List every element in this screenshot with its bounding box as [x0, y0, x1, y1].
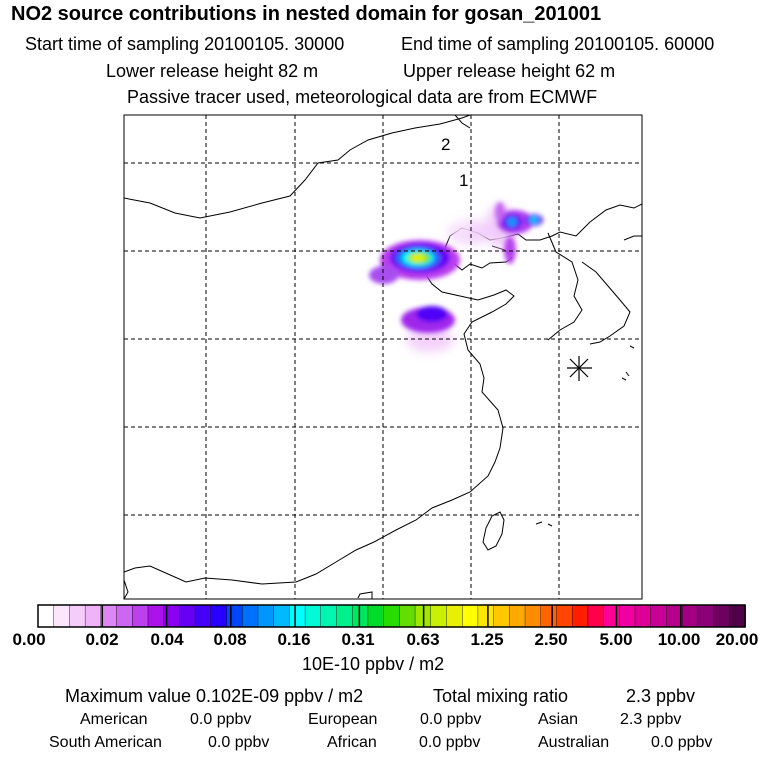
lat-lon-grid	[124, 115, 642, 599]
colorbar-cell	[446, 604, 463, 628]
colorbar-cell	[697, 604, 715, 628]
region-name-australian: Australian	[538, 734, 610, 751]
plot-title: NO2 source contributions in nested domai…	[11, 3, 602, 25]
region-name-european: European	[308, 711, 378, 728]
colorbar-cell	[650, 604, 668, 628]
total-mixing-value: 2.3 ppbv	[626, 686, 696, 706]
colorbar-cell	[273, 604, 291, 628]
colorbar-cell	[352, 604, 369, 628]
region-value-australian: 0.0 ppbv	[651, 734, 713, 751]
colorbar-cell	[84, 604, 102, 628]
region-value-asian: 2.3 ppbv	[620, 711, 682, 728]
colorbar-label: 5.00	[599, 630, 633, 649]
region-value-south-american: 0.0 ppbv	[208, 734, 270, 751]
colorbar-cell	[210, 604, 228, 628]
colorbar-label: 0.08	[213, 630, 247, 649]
colorbar-cell	[509, 604, 526, 628]
region-name-south-american: South American	[49, 734, 162, 751]
start-time: Start time of sampling 20100105. 30000	[25, 34, 345, 54]
colorbar-cell	[242, 604, 259, 628]
colorbar-cell	[257, 604, 275, 628]
region-name-african: African	[327, 734, 377, 751]
colorbar-label: 1.25	[470, 630, 504, 649]
region-value-american: 0.0 ppbv	[190, 711, 252, 728]
colorbar-label: 2.50	[534, 630, 568, 649]
colorbar-cell	[681, 604, 699, 628]
colorbar-cell	[587, 604, 605, 628]
colorbar-cell	[37, 604, 55, 628]
colorbar-cell	[367, 604, 385, 628]
concentration-plume	[369, 202, 543, 352]
colorbar-cell	[634, 604, 652, 628]
colorbar-cell	[304, 604, 322, 628]
colorbar-cell	[619, 604, 636, 628]
colorbar-label: 10.00	[657, 630, 701, 649]
total-mixing-label: Total mixing ratio	[433, 686, 569, 706]
colorbar-cell	[571, 604, 589, 628]
colorbar-cell	[69, 604, 86, 628]
colorbar-cell	[320, 604, 338, 628]
colorbar-label: 0.00	[12, 630, 46, 649]
colorbar-cell	[729, 604, 746, 628]
colorbar-frame	[37, 604, 746, 628]
end-time: End time of sampling 20100105. 60000	[401, 34, 715, 54]
colorbar-label: 0.63	[406, 630, 440, 649]
region-name-american: American	[80, 711, 148, 728]
colorbar	[37, 604, 746, 628]
domain-label-2: 2	[441, 135, 450, 154]
coastline-lines	[124, 115, 642, 599]
colorbar-label: 20.00	[715, 630, 759, 649]
colorbar-cell	[53, 604, 71, 628]
colorbar-cell	[399, 604, 416, 628]
domain-label-1: 1	[459, 171, 468, 190]
colorbar-cell	[194, 604, 212, 628]
colorbar-cell	[493, 604, 511, 628]
lower-release-height: Lower release height 82 m	[106, 61, 319, 81]
region-name-asian: Asian	[538, 711, 579, 728]
colorbar-cell	[100, 604, 118, 628]
colorbar-cell	[524, 604, 542, 628]
colorbar-label: 0.02	[85, 630, 119, 649]
tracer-note: Passive tracer used, meteorological data…	[127, 87, 598, 107]
colorbar-cell	[336, 604, 354, 628]
colorbar-cell	[147, 604, 165, 628]
colorbar-cell	[462, 604, 479, 628]
colorbar-label: 0.04	[150, 630, 184, 649]
colorbar-cell	[430, 604, 448, 628]
maximum-value: Maximum value 0.102E-09 ppbv / m2	[65, 686, 364, 706]
receptor-star-icon	[567, 356, 592, 381]
colorbar-label: 0.31	[341, 630, 375, 649]
colorbar-cell	[132, 604, 149, 628]
colorbar-label: 0.16	[277, 630, 311, 649]
upper-release-height: Upper release height 62 m	[403, 61, 616, 81]
colorbar-unit: 10E-10 ppbv / m2	[302, 654, 445, 674]
colorbar-cell	[477, 604, 495, 628]
colorbar-cell	[289, 604, 306, 628]
colorbar-cell	[556, 604, 573, 628]
region-value-european: 0.0 ppbv	[420, 711, 482, 728]
colorbar-cell	[540, 604, 558, 628]
region-value-african: 0.0 ppbv	[419, 734, 481, 751]
colorbar-cell	[179, 604, 196, 628]
colorbar-major-ticks	[101, 605, 682, 627]
map-frame	[123, 114, 643, 600]
colorbar-cell	[603, 604, 621, 628]
colorbar-cell	[116, 604, 134, 628]
colorbar-cell	[713, 604, 731, 628]
colorbar-cell	[383, 604, 401, 628]
colorbar-cell	[226, 604, 244, 628]
